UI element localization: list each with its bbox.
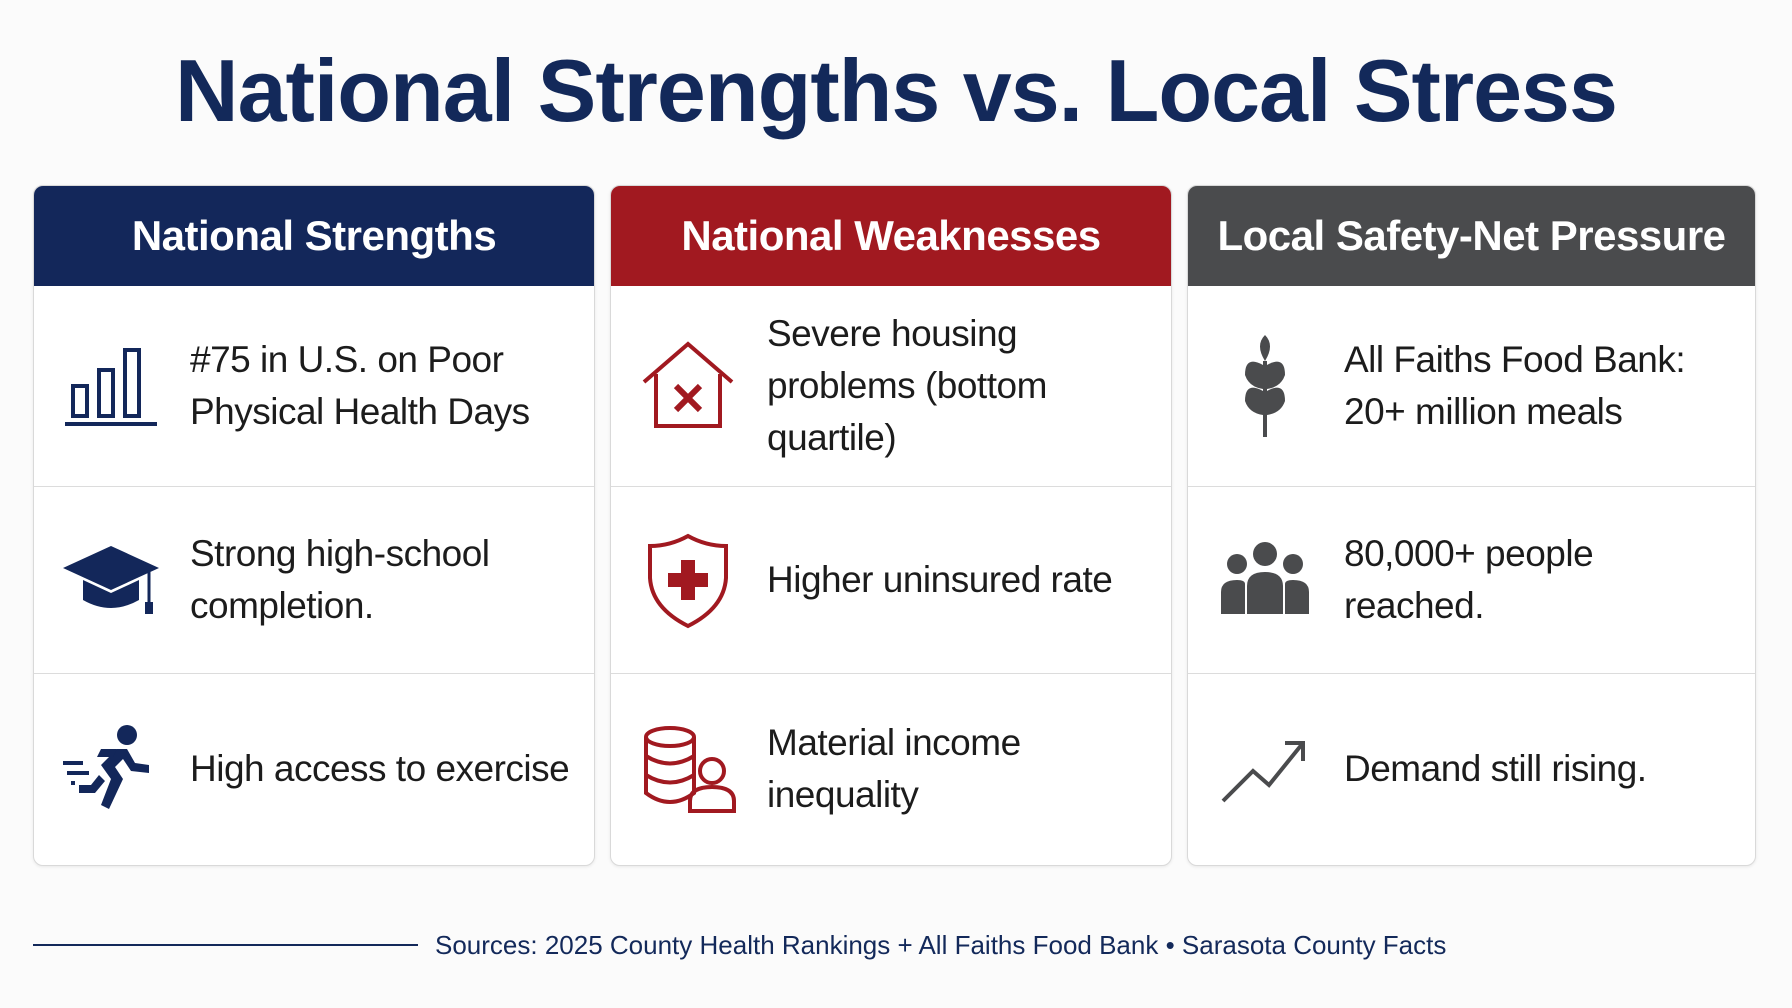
trend-up-icon — [1210, 714, 1320, 824]
people-group-icon — [1210, 525, 1320, 635]
list-item: Higher uninsured rate — [611, 487, 1171, 674]
coins-person-icon — [633, 714, 743, 824]
column-local-safety-net-pressure: Local Safety-Net Pressure All Faiths Foo… — [1187, 185, 1756, 866]
list-item: Strong high-school completion. — [34, 487, 594, 674]
item-text: Strong high-school completion. — [190, 533, 490, 626]
comparison-columns: National Strengths #75 in U.S. on Poor P… — [33, 185, 1756, 866]
item-text: #75 in U.S. on Poor Physical Health Days — [190, 339, 530, 432]
sources-footnote: Sources: 2025 County Health Rankings + A… — [435, 930, 1447, 960]
item-text: Material income inequality — [767, 721, 1021, 815]
item-text: High access to exercise — [190, 747, 570, 789]
column-header: National Strengths — [34, 186, 594, 286]
wheat-icon — [1210, 331, 1320, 441]
item-text: 80,000+ people reached. — [1344, 533, 1594, 626]
column-header: Local Safety-Net Pressure — [1188, 186, 1755, 286]
list-item: All Faiths Food Bank: 20+ million meals — [1188, 286, 1755, 487]
graduation-cap-icon — [56, 525, 166, 635]
house-x-icon — [633, 331, 743, 441]
list-item: High access to exercise — [34, 674, 594, 863]
bar-chart-icon — [56, 331, 166, 441]
running-person-icon — [56, 714, 166, 824]
item-text: Severe housing problems (bottom quartile… — [767, 313, 1047, 458]
list-item: Material income inequality — [611, 674, 1171, 863]
item-text: All Faiths Food Bank: 20+ million meals — [1344, 339, 1686, 432]
item-text: Demand still rising. — [1344, 747, 1647, 789]
page-title: National Strengths vs. Local Stress — [175, 41, 1618, 140]
list-item: 80,000+ people reached. — [1188, 487, 1755, 674]
item-text: Higher uninsured rate — [767, 559, 1113, 600]
column-national-weaknesses: National Weaknesses Severe housing probl… — [610, 185, 1172, 866]
shield-cross-icon — [633, 525, 743, 635]
column-national-strengths: National Strengths #75 in U.S. on Poor P… — [33, 185, 595, 866]
list-item: Demand still rising. — [1188, 674, 1755, 863]
list-item: #75 in U.S. on Poor Physical Health Days — [34, 286, 594, 487]
column-header: National Weaknesses — [611, 186, 1171, 286]
divider — [33, 944, 418, 946]
list-item: Severe housing problems (bottom quartile… — [611, 286, 1171, 487]
